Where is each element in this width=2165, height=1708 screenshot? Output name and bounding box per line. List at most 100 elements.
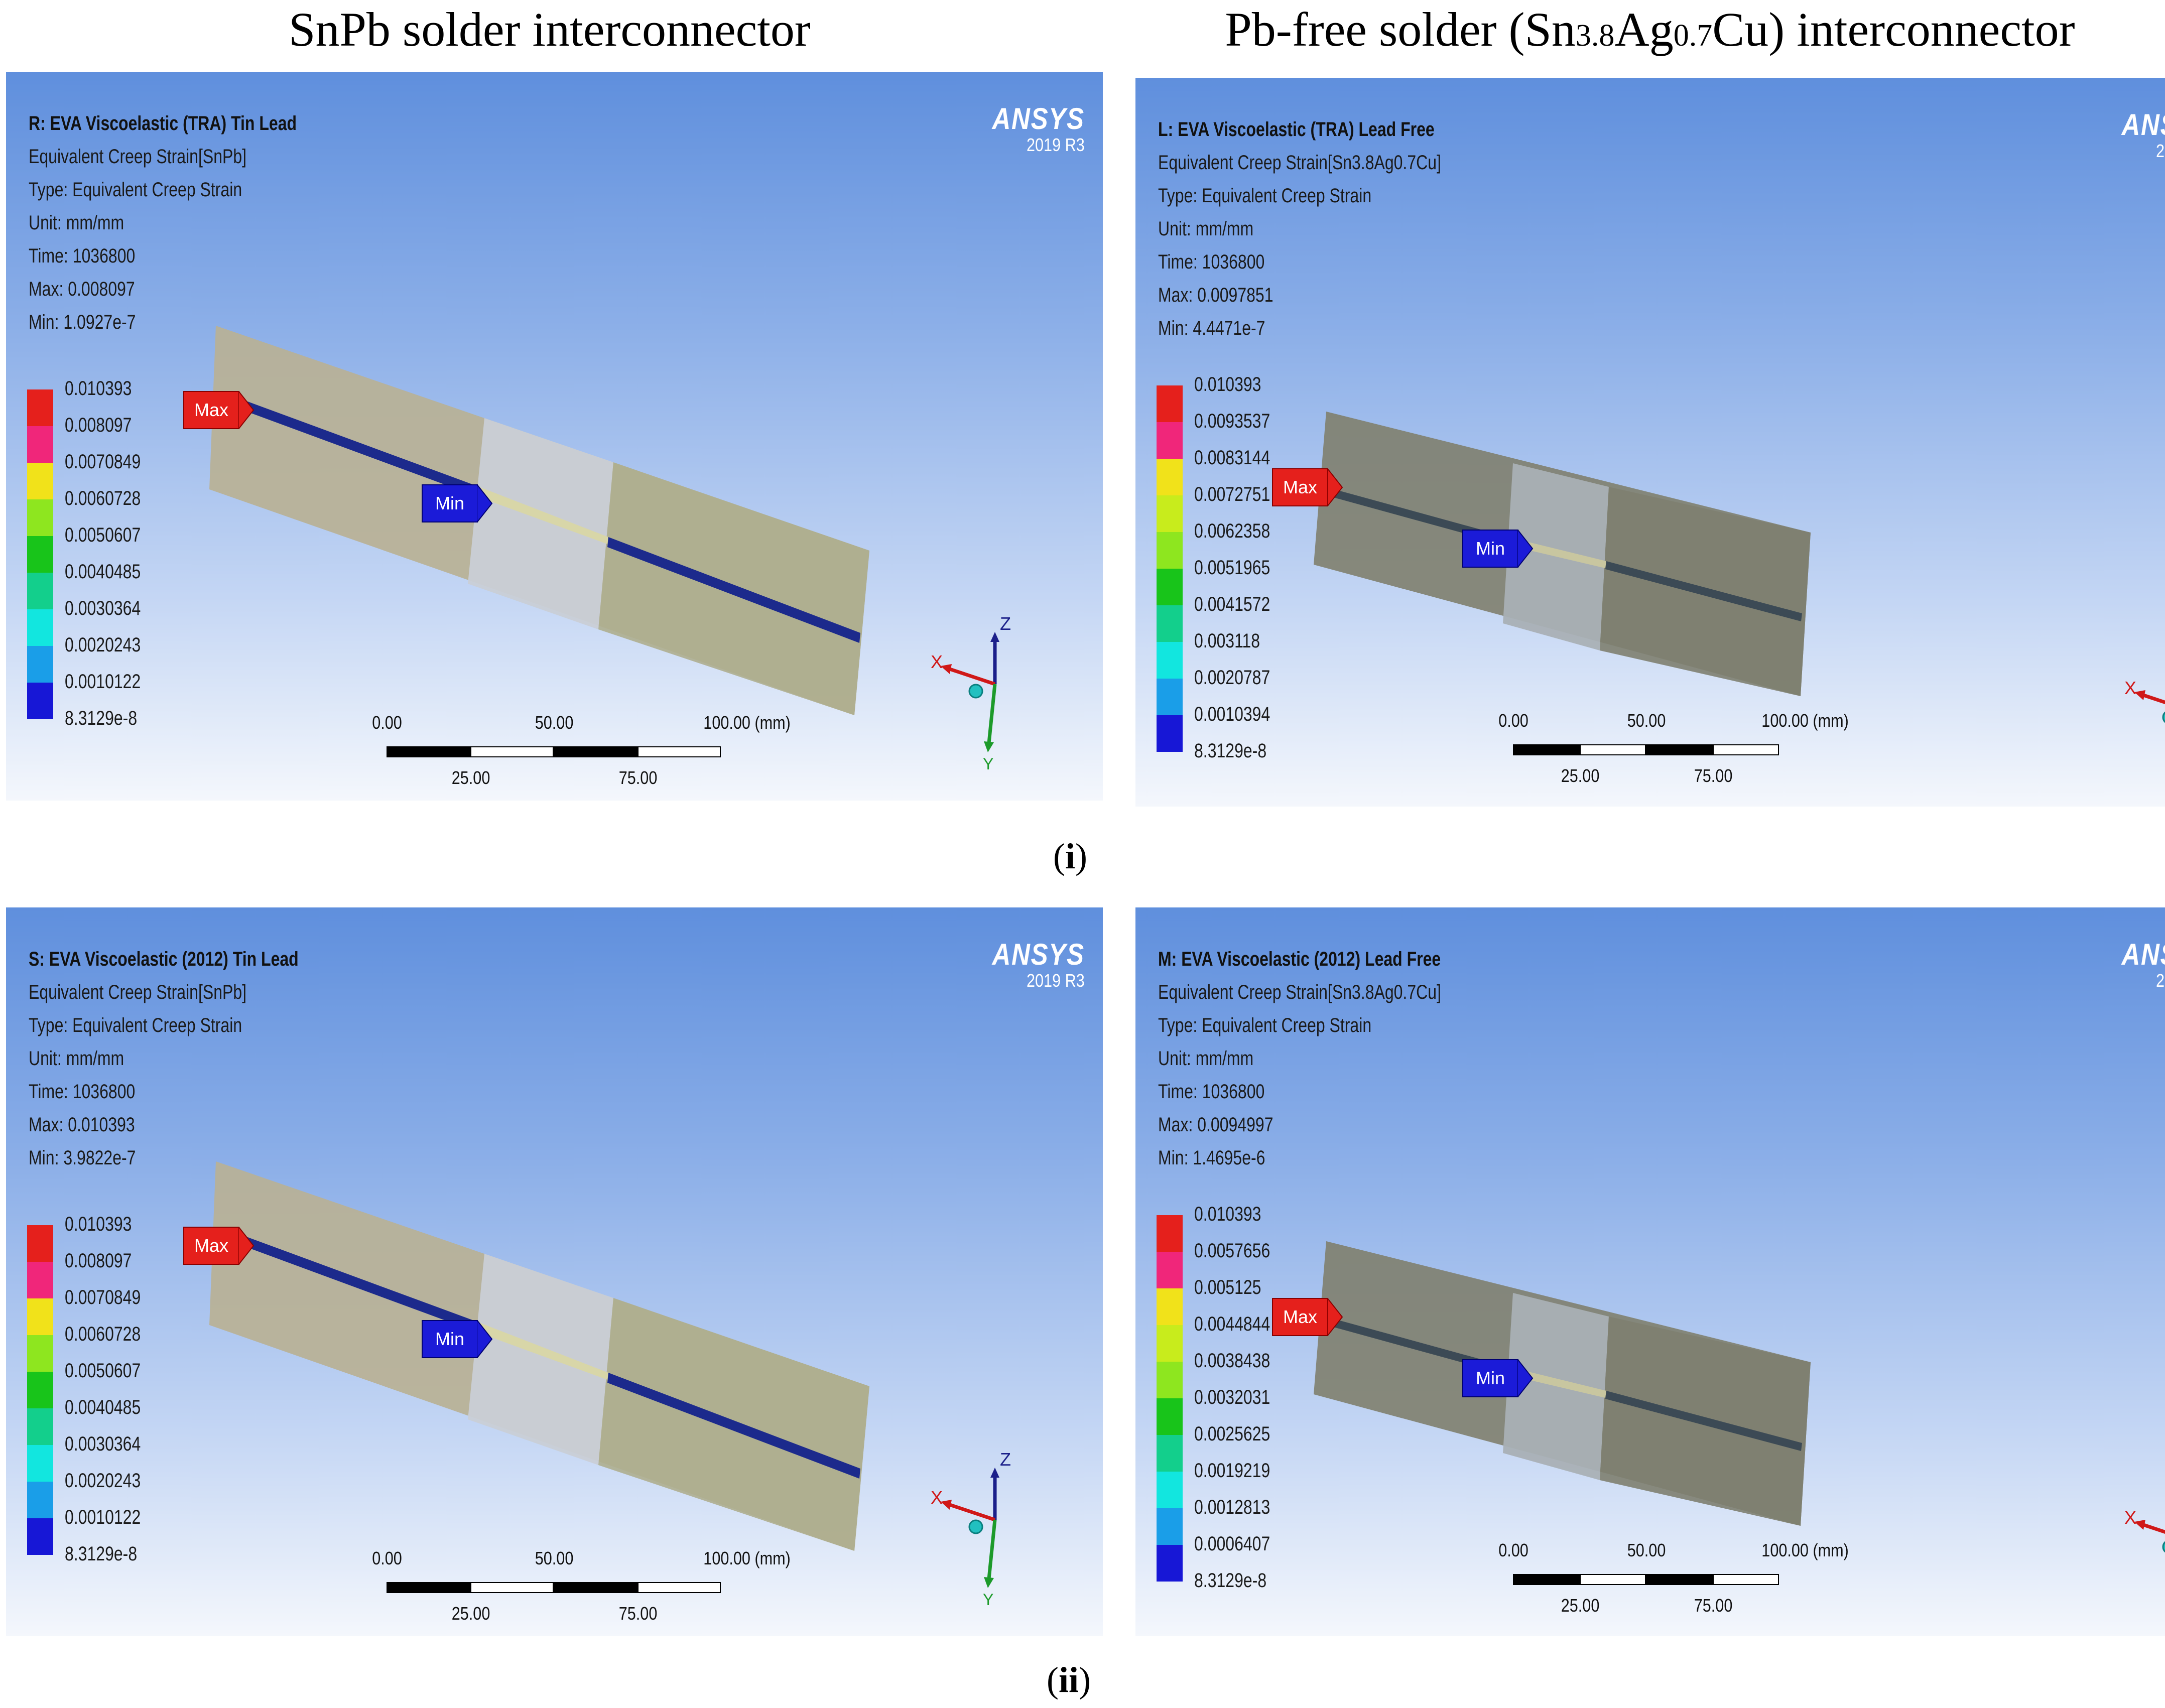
legend-value: 0.0070849 bbox=[65, 451, 141, 473]
legend-value: 0.010393 bbox=[65, 1213, 132, 1235]
axis-x-label: X bbox=[931, 651, 943, 672]
min-marker: Min bbox=[1462, 1359, 1518, 1397]
legend-value: 0.0020787 bbox=[1194, 667, 1270, 689]
legend-value: 8.3129e-8 bbox=[65, 707, 138, 729]
result-title: M: EVA Viscoelastic (2012) Lead Free bbox=[1158, 948, 1441, 970]
ribbon-mid bbox=[477, 1322, 608, 1380]
ribbon-left bbox=[1315, 484, 1508, 545]
scale-label-50: 50.00 bbox=[535, 1548, 574, 1568]
ribbon-mid bbox=[1507, 537, 1606, 568]
result-title: R: EVA Viscoelastic (TRA) Tin Lead bbox=[29, 112, 297, 135]
legend-value: 0.0051965 bbox=[1194, 557, 1270, 579]
scale-segment bbox=[1513, 744, 1580, 755]
legend-value: 0.008097 bbox=[65, 1250, 132, 1272]
legend-value: 0.0083144 bbox=[1194, 447, 1270, 469]
legend-swatch bbox=[1157, 679, 1183, 715]
legend-value: 0.010393 bbox=[65, 377, 132, 400]
scale-label-75: 75.00 bbox=[618, 767, 657, 788]
header-part-2: Ag bbox=[1614, 3, 1674, 56]
scale-label-75: 75.00 bbox=[618, 1603, 657, 1624]
axis-x-label: X bbox=[2124, 678, 2136, 698]
legend-value: 0.0019219 bbox=[1194, 1460, 1270, 1482]
ansys-version: 2019 R3 bbox=[1027, 135, 1085, 155]
legend-swatch bbox=[27, 1482, 53, 1518]
result-unit: Unit: mm/mm bbox=[1158, 218, 1254, 240]
legend-value: 0.0032031 bbox=[1194, 1386, 1270, 1408]
header-part-1: Pb-free solder (Sn bbox=[1225, 3, 1576, 56]
legend-value: 0.0006407 bbox=[1194, 1533, 1270, 1555]
ribbon-right bbox=[607, 537, 860, 643]
legend-swatch bbox=[27, 426, 53, 463]
axis-triad: ZXY bbox=[931, 1450, 1011, 1609]
result-max: Max: 0.0094997 bbox=[1158, 1114, 1273, 1136]
scale-label-75: 75.00 bbox=[1694, 765, 1732, 786]
legend-swatch bbox=[1157, 642, 1183, 679]
scale-label-0: 0.00 bbox=[372, 1548, 402, 1568]
legend-swatch bbox=[27, 499, 53, 536]
caption-row-2-label: ii bbox=[1058, 1660, 1079, 1700]
scale-segment bbox=[637, 1582, 721, 1593]
scale-segment bbox=[1646, 1574, 1713, 1585]
result-quantity: Equivalent Creep Strain[SnPb] bbox=[29, 146, 247, 168]
result-max: Max: 0.008097 bbox=[29, 278, 135, 300]
header-sub-1: 3.8 bbox=[1575, 19, 1615, 53]
legend-swatch bbox=[27, 1408, 53, 1445]
legend-value: 0.0060728 bbox=[65, 1323, 141, 1345]
scale-segment bbox=[1712, 744, 1779, 755]
legend-value: 0.010393 bbox=[1194, 373, 1261, 396]
legend-swatch bbox=[27, 573, 53, 609]
scale-segment bbox=[470, 746, 554, 757]
ansys-logo-text: ANSYS bbox=[2121, 938, 2165, 971]
legend-value: 8.3129e-8 bbox=[1194, 740, 1267, 762]
legend-swatch bbox=[1157, 495, 1183, 532]
min-marker-arrow bbox=[477, 1320, 493, 1358]
axis-triad: ZXY bbox=[2124, 1507, 2165, 1553]
result-panel: R: EVA Viscoelastic (TRA) Tin Lead Equiva… bbox=[6, 72, 1103, 801]
max-marker: Max bbox=[1272, 1298, 1328, 1336]
scale-label-0: 0.00 bbox=[372, 712, 402, 733]
result-min: Min: 1.4695e-6 bbox=[1158, 1147, 1265, 1169]
scale-bar: 0.00 50.00 100.00 (mm) 25.00 75.00 bbox=[1498, 1540, 1849, 1616]
legend-value: 0.0040485 bbox=[65, 1396, 141, 1418]
result-type: Type: Equivalent Creep Strain bbox=[29, 179, 242, 201]
scale-segment bbox=[1579, 1574, 1646, 1585]
max-marker: Max bbox=[183, 1227, 239, 1265]
ribbon-left bbox=[240, 399, 478, 496]
result-time: Time: 1036800 bbox=[29, 1081, 136, 1103]
legend-swatch bbox=[27, 1262, 53, 1298]
scale-label-0: 0.00 bbox=[1498, 1540, 1529, 1560]
ansys-version: 2019 R3 bbox=[2156, 970, 2165, 991]
caption-row-2: (ii) bbox=[1047, 1660, 1091, 1700]
result-info: M: EVA Viscoelastic (2012) Lead Free Equi… bbox=[1158, 943, 1441, 1174]
ribbon-left bbox=[240, 1235, 478, 1332]
scale-label-100: 100.00 (mm) bbox=[703, 1548, 791, 1568]
scale-segment bbox=[1513, 1574, 1580, 1585]
result-type: Type: Equivalent Creep Strain bbox=[29, 1014, 242, 1036]
legend-value: 0.0030364 bbox=[65, 597, 141, 619]
legend-swatch bbox=[1157, 569, 1183, 605]
max-marker: Max bbox=[183, 391, 239, 429]
result-quantity: Equivalent Creep Strain[Sn3.8Ag0.7Cu] bbox=[1158, 981, 1441, 1003]
legend-swatch bbox=[1157, 459, 1183, 495]
result-min: Min: 1.0927e-7 bbox=[29, 311, 136, 333]
cell-gap-region bbox=[468, 418, 613, 629]
legend-value: 8.3129e-8 bbox=[1194, 1569, 1267, 1592]
legend-swatch bbox=[27, 389, 53, 426]
result-quantity: Equivalent Creep Strain[SnPb] bbox=[29, 981, 247, 1003]
min-marker: Min bbox=[1462, 530, 1518, 568]
result-info: L: EVA Viscoelastic (TRA) Lead Free Equiv… bbox=[1158, 113, 1441, 345]
legend-swatch bbox=[27, 683, 53, 719]
result-panel: L: EVA Viscoelastic (TRA) Lead Free Equiv… bbox=[1135, 78, 2165, 807]
result-time: Time: 1036800 bbox=[1158, 251, 1265, 273]
ribbon-right bbox=[1605, 1391, 1802, 1451]
max-marker: Max bbox=[1272, 468, 1328, 506]
legend-swatch bbox=[1157, 1545, 1183, 1582]
ansys-version: 2019 R3 bbox=[2156, 141, 2165, 161]
min-marker-arrow bbox=[1517, 1359, 1534, 1397]
scale-label-0: 0.00 bbox=[1498, 710, 1529, 731]
legend-value: 0.0060728 bbox=[65, 487, 141, 509]
result-time: Time: 1036800 bbox=[29, 245, 136, 267]
legend-value: 0.0010122 bbox=[65, 671, 141, 693]
legend-value: 0.0050607 bbox=[65, 524, 141, 546]
